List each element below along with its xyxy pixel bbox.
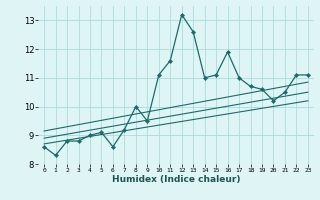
X-axis label: Humidex (Indice chaleur): Humidex (Indice chaleur) <box>112 175 240 184</box>
